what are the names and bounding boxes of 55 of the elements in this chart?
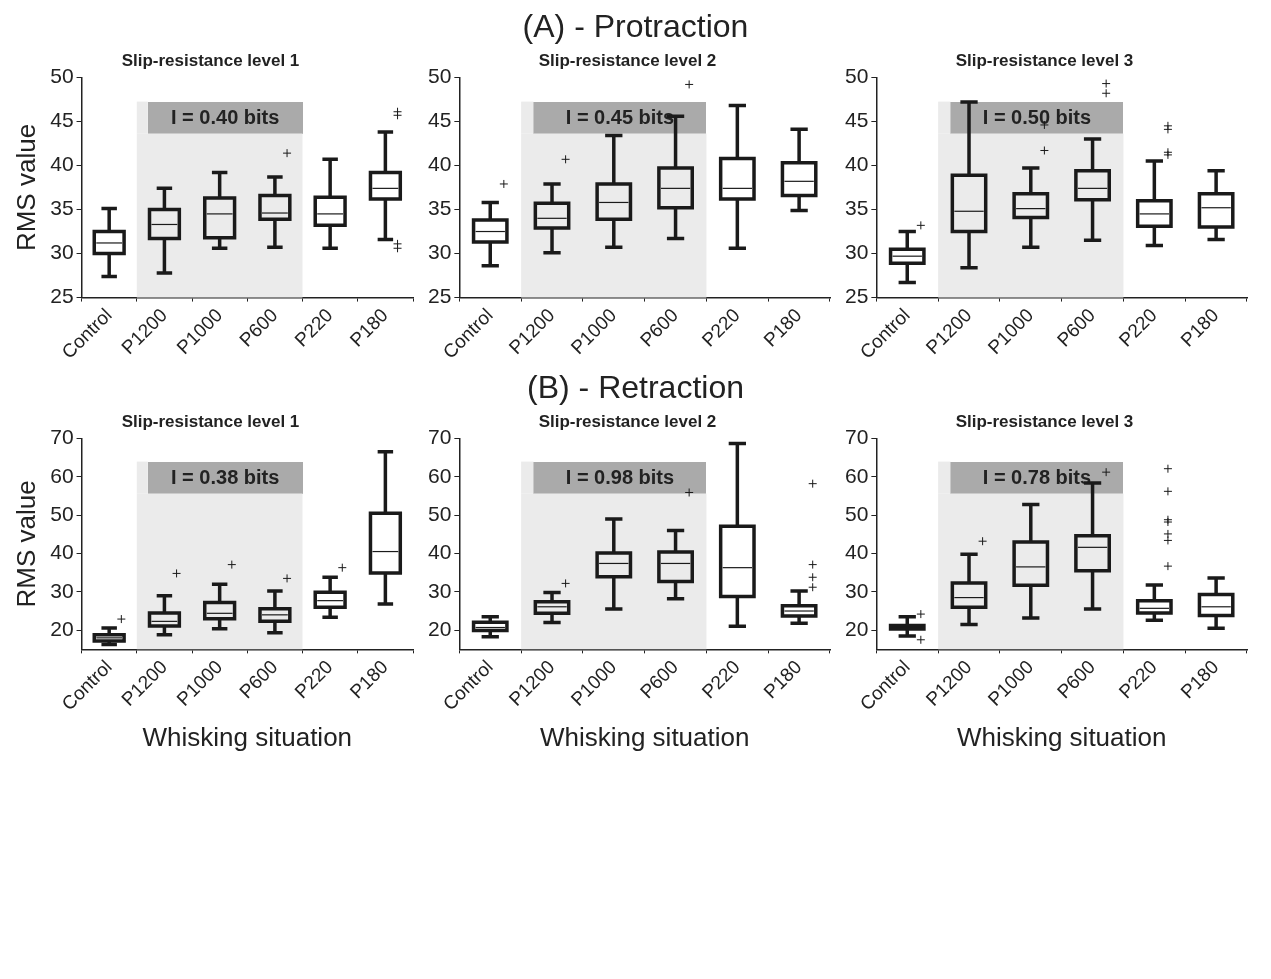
text: (A) - Protraction [521,8,750,45]
y-tick-label: 45 [50,108,74,132]
y-tick-label: 20 [428,616,452,640]
chart-title: Slip-resistance level 3 [955,50,1134,70]
chart-title: Slip-resistance level 1 [121,50,300,70]
y-tick-label: 70 [428,425,452,449]
text: (B) - Retraction [526,369,745,406]
y-tick-label: 25 [50,284,74,308]
y-tick-label: 50 [428,64,452,88]
y-tick-label: 40 [428,540,452,564]
y-tick-label: 20 [845,616,869,640]
chart-title: Slip-resistance level 2 [538,50,717,70]
y-tick-label: 30 [428,240,452,264]
x-axis-title: Whisking situation [956,721,1167,752]
y-tick-label: 45 [428,108,452,132]
y-tick-label: 35 [428,196,452,220]
y-tick-label: 40 [845,540,869,564]
chart-title: Slip-resistance level 3 [955,411,1134,431]
label-box: I = 0.45 bits [533,101,707,134]
y-tick-label: 40 [845,152,869,176]
y-tick-label: 60 [428,463,452,487]
y-tick-label: 50 [50,64,74,88]
y-tick-label: 35 [50,196,74,220]
y-tick-label: 30 [428,578,452,602]
y-tick-label: 60 [845,463,869,487]
chart-title: Slip-resistance level 1 [121,411,300,431]
y-tick-label: 40 [428,152,452,176]
label-box: I = 0.98 bits [533,461,707,494]
y-tick-label: 30 [845,240,869,264]
label-box: I = 0.50 bits [950,101,1124,134]
label-box: I = 0.38 bits [147,461,303,494]
chart-title: Slip-resistance level 2 [538,411,717,431]
y-tick-label: 25 [845,284,869,308]
y-tick-label: 50 [428,501,452,525]
y-tick-label: 50 [845,64,869,88]
y-tick-label: 60 [50,463,74,487]
y-tick-label: 70 [50,425,74,449]
y-tick-label: 35 [845,196,869,220]
y-tick-label: 30 [50,578,74,602]
y-tick-label: 45 [845,108,869,132]
y-tick-label: 70 [845,425,869,449]
y-tick-label: 50 [50,501,74,525]
x-axis-title: Whisking situation [142,721,353,752]
y-tick-label: 30 [845,578,869,602]
x-axis-title: Whisking situation [539,721,750,752]
y-tick-label: 40 [50,540,74,564]
y-tick-label: 20 [50,616,74,640]
y-axis-title: RMS value [10,480,41,608]
y-axis-title: RMS value [10,123,41,252]
y-tick-label: 30 [50,240,74,264]
label-box: I = 0.78 bits [950,461,1124,494]
label-box: I = 0.40 bits [147,101,303,134]
y-tick-label: 25 [428,284,452,308]
y-tick-label: 40 [50,152,74,176]
y-tick-label: 50 [845,501,869,525]
